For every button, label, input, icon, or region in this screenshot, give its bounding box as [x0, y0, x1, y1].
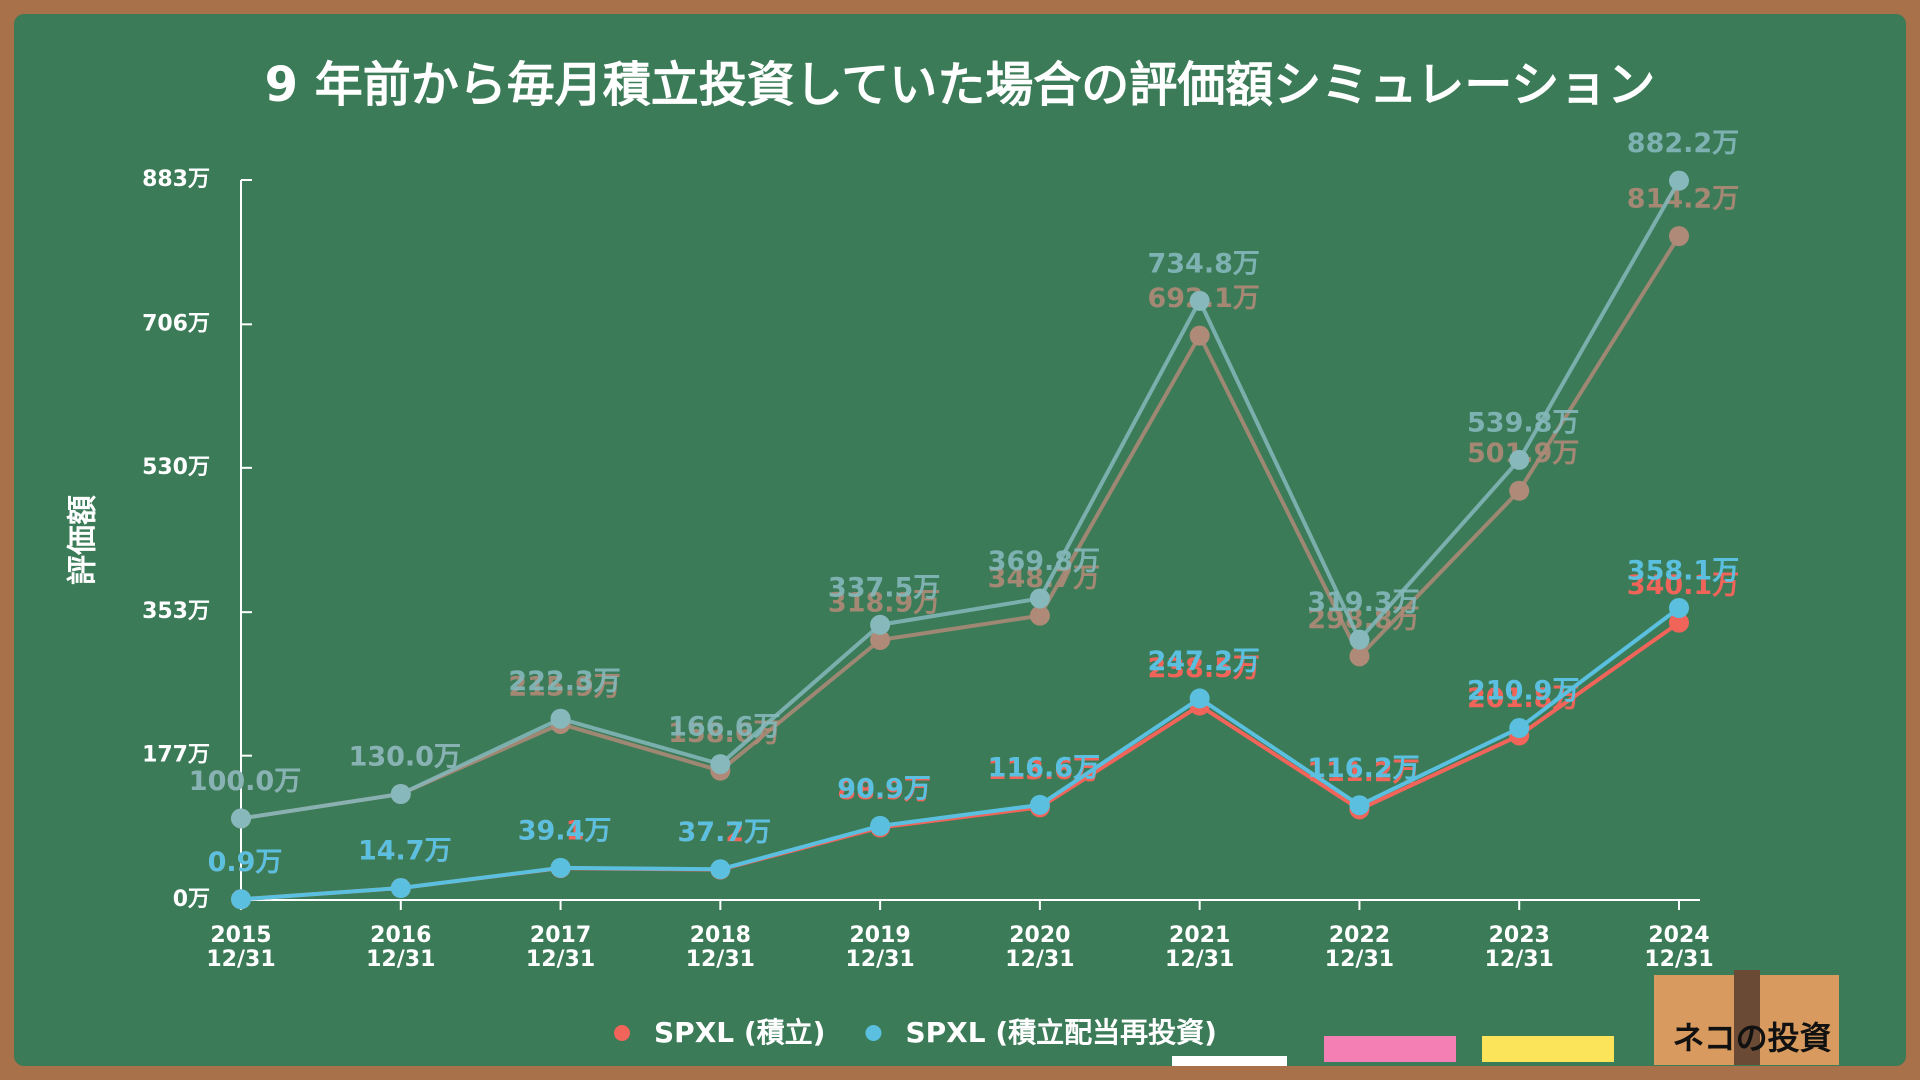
legend-swatch: [1324, 1036, 1456, 1062]
x-tick-label: 2024 12/31: [1644, 923, 1714, 972]
y-tick-label: 883万: [142, 167, 210, 192]
series-line: [240, 606, 1681, 902]
data-point: [1189, 688, 1210, 709]
chalkboard: [14, 14, 1906, 1066]
data-label: 210.9万: [1467, 676, 1579, 707]
data-point: [1189, 325, 1210, 346]
data-label: 319.3万: [1307, 587, 1419, 618]
data-label: 88.9万: [837, 775, 931, 806]
legend-label: SPXL (積立配当再投資): [905, 1016, 1216, 1049]
data-label: 318.9万: [828, 587, 940, 618]
y-tick-label: 353万: [142, 599, 210, 624]
y-tick-label: 530万: [142, 455, 210, 480]
data-label: 215.9万: [508, 671, 620, 702]
data-point: [710, 859, 731, 880]
x-tick-label: 2019 12/31: [845, 923, 915, 972]
x-tick-label: 2020 12/31: [1005, 923, 1075, 972]
chart-title: 9 年前から毎月積立投資していた場合の評価額シミュレーション: [265, 57, 1656, 113]
data-point: [390, 783, 411, 804]
data-label: 100.0万: [189, 766, 301, 797]
data-point: [1509, 449, 1530, 470]
data-point: [1349, 646, 1370, 667]
data-label: 734.8万: [1147, 248, 1259, 279]
legend-label: SPXL (積立): [654, 1016, 825, 1049]
y-axis-label: 評価額: [66, 495, 101, 585]
data-point: [1029, 605, 1050, 626]
data-label: 0.9万: [208, 847, 283, 878]
data-point: [1349, 629, 1370, 650]
legend-marker: [614, 1025, 630, 1041]
series-line: [240, 235, 1681, 821]
y-tick-label: 706万: [142, 311, 210, 336]
data-label: 130.0万: [349, 741, 461, 772]
data-point: [710, 754, 731, 775]
data-label: 14.7万: [358, 836, 452, 867]
data-label: 298.8万: [1307, 604, 1419, 635]
data-point: [870, 614, 891, 635]
data-point: [390, 878, 411, 899]
data-point: [1029, 794, 1050, 815]
data-point: [1669, 226, 1689, 247]
data-label: 247.2万: [1147, 646, 1259, 677]
data-label: 39.1万: [518, 816, 612, 847]
x-tick-label: 2015 12/31: [206, 923, 276, 972]
data-point: [1669, 170, 1689, 191]
data-point: [550, 708, 571, 729]
data-point: [1509, 718, 1530, 739]
data-point: [1029, 588, 1050, 609]
data-label: 358.1万: [1627, 556, 1739, 587]
x-tick-label: 2018 12/31: [685, 923, 755, 972]
data-label: 369.8万: [988, 546, 1100, 577]
data-label: 116.6万: [988, 752, 1100, 783]
data-label: 100.0万: [189, 766, 301, 797]
x-tick-label: 2023 12/31: [1484, 923, 1554, 972]
data-label: 14.7万: [358, 836, 452, 867]
data-point: [1189, 290, 1210, 311]
data-point: [870, 815, 891, 836]
data-point: [231, 808, 251, 829]
data-point: [1349, 795, 1370, 816]
data-label: 222.3万: [508, 666, 620, 697]
data-label: 0.9万: [208, 847, 283, 878]
data-label: 37.2万: [678, 817, 772, 848]
data-label: 166.6万: [668, 712, 780, 743]
y-tick-label: 177万: [142, 743, 210, 768]
data-label: 158.6万: [668, 718, 780, 749]
data-label: 37.7万: [678, 817, 772, 848]
brand-strap: [1734, 970, 1760, 1065]
y-tick-label: 0万: [173, 887, 210, 912]
legend-marker: [865, 1025, 882, 1041]
data-point: [1509, 480, 1530, 501]
x-tick-label: 2021 12/31: [1165, 923, 1235, 972]
data-label: 337.5万: [828, 572, 940, 603]
legend-swatch: [1482, 1036, 1614, 1062]
x-tick-label: 2016 12/31: [366, 923, 436, 972]
brand: ネコの投資: [1672, 1019, 1831, 1057]
data-point: [1669, 598, 1689, 619]
underline: [1172, 1056, 1287, 1066]
data-label: 116.2万: [1307, 753, 1419, 784]
data-label: 882.2万: [1627, 128, 1739, 159]
data-label: 39.4万: [518, 815, 612, 846]
x-tick-label: 2017 12/31: [525, 923, 596, 972]
data-point: [550, 857, 571, 878]
series-line: [240, 179, 1681, 821]
data-point: [231, 889, 251, 910]
data-label: 340.1万: [1627, 570, 1739, 601]
data-point: [1669, 612, 1689, 633]
data-label: 238.5万: [1147, 653, 1259, 684]
data-label: 539.8万: [1467, 407, 1579, 438]
x-tick-label: 2022 12/31: [1324, 923, 1395, 972]
data-label: 113.6万: [988, 755, 1100, 786]
data-label: 130.0万: [349, 741, 461, 772]
data-label: 90.9万: [837, 773, 931, 804]
data-point: [870, 629, 891, 650]
